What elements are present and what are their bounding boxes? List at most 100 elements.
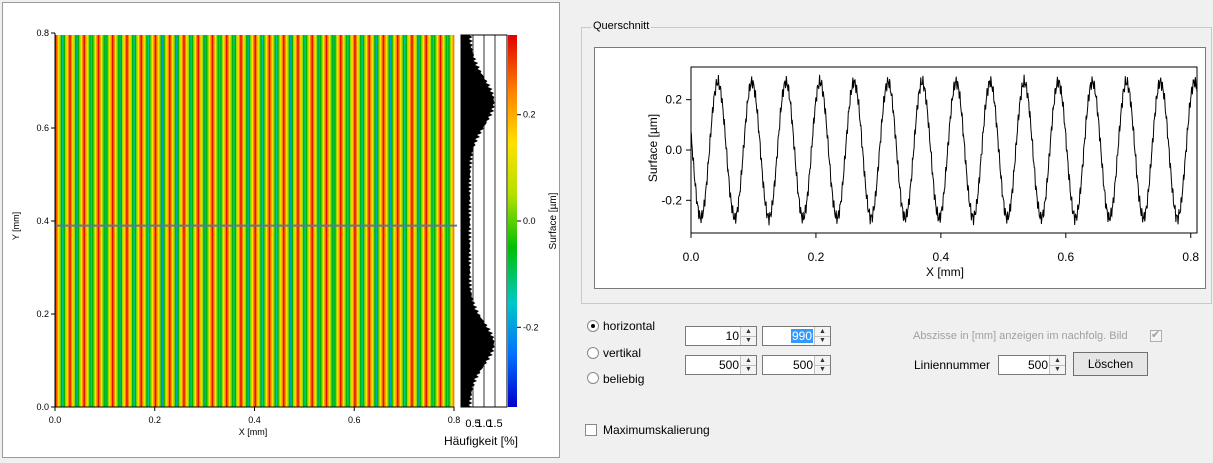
x-tick-label: 0.0 (49, 415, 62, 425)
surface-stripe-segment (444, 35, 446, 407)
surface-stripe-segment (388, 35, 391, 407)
loeschen-button[interactable]: Löschen (1073, 352, 1148, 376)
surface-stripe-segment (277, 35, 280, 407)
liniennummer-value[interactable]: 500 (1027, 358, 1048, 372)
surface-stripe-segment (196, 35, 198, 407)
spin-arrows[interactable]: ▲ ▼ (814, 356, 830, 374)
surface-valley-mark (318, 35, 320, 407)
surface-stripe-segment (429, 35, 432, 407)
radio-beliebig[interactable] (587, 372, 599, 384)
surface-stripe-segment (127, 35, 130, 407)
surface-stripe-segment (92, 35, 94, 407)
surface-stripe-segment (359, 35, 362, 407)
surface-stripe-segment (395, 35, 398, 407)
surface-stripe-segment (146, 35, 149, 407)
surface-stripe-segment (130, 35, 133, 407)
maximumskalierung-checkbox[interactable] (585, 424, 597, 436)
colorbar-tick-label: 0.2 (523, 110, 536, 120)
radio-horizontal-label[interactable]: horizontal (603, 319, 656, 333)
spin-end-x-value[interactable]: 990 (790, 329, 813, 343)
radio-horizontal[interactable] (587, 320, 599, 332)
surface-stripe-segment (362, 35, 365, 407)
surface-stripe-segment (141, 35, 144, 407)
cs-y-tick-labels: 0.2 0.0 -0.2 (661, 93, 691, 207)
surface-stripe-segment (320, 35, 322, 407)
cs-y-tick-label: 0.0 (665, 143, 682, 157)
surface-stripe-segment (253, 35, 255, 407)
surface-stripe-segment (156, 35, 159, 407)
liniennummer-spin[interactable]: 500 ▲ ▼ (998, 355, 1066, 375)
y-tick-label: 0.8 (36, 28, 49, 38)
abszisse-checkbox[interactable]: ✔ (1150, 329, 1162, 342)
spin-start-x[interactable]: 10 ▲ ▼ (685, 326, 757, 346)
surface-stripe-segment (234, 35, 237, 407)
cs-y-axis-label: Surface [µm] (646, 114, 660, 182)
surface-stripe-segment (188, 35, 191, 407)
surface-stripe-segment (97, 35, 100, 407)
radio-vertikal-label[interactable]: vertikal (603, 346, 642, 360)
x-tick-label: 0.6 (348, 415, 361, 425)
surface-stripe-segment (106, 35, 109, 407)
surface-valley-mark (418, 35, 420, 407)
surface-stripe-segment (278, 35, 281, 407)
surface-stripe-segment (291, 35, 294, 407)
surface-stripe-segment (200, 35, 203, 407)
surface-stripe-segment (144, 35, 147, 407)
spin-end-x[interactable]: 990 ▲ ▼ (762, 326, 831, 346)
surface-stripe-segment (354, 35, 357, 407)
surface-stripe-segment (295, 35, 298, 407)
spin-arrows[interactable]: ▲ ▼ (740, 356, 756, 374)
radio-beliebig-label[interactable]: beliebig (603, 372, 645, 386)
profile-line (690, 74, 1198, 226)
surface-stripe-segment (263, 35, 265, 407)
surface-stripe-segment (397, 35, 399, 407)
maximumskalierung-label[interactable]: Maximumskalierung (603, 423, 710, 437)
surface-stripe-segment (63, 35, 66, 407)
spin-arrows[interactable]: ▲ ▼ (740, 327, 756, 345)
spin-arrows[interactable]: ▲ ▼ (1049, 356, 1065, 374)
surface-stripe-segment (358, 35, 361, 407)
surface-stripe-segment (112, 35, 114, 407)
surface-stripe-segment (79, 35, 82, 407)
abszisse-label: Abszisse in [mm] anzeigen im nachfolg. B… (913, 330, 1128, 342)
spin-start-x-value[interactable]: 10 (725, 329, 739, 343)
spin-start-y[interactable]: 500 ▲ ▼ (685, 355, 757, 375)
surface-stripe-segment (335, 35, 338, 407)
colorbar-tick-labels: 0.2 0.0 -0.2 (517, 110, 539, 332)
spin-start-y-value[interactable]: 500 (718, 358, 739, 372)
surface-stripe-segment (438, 35, 441, 407)
surface-stripe-segment (315, 35, 318, 407)
surface-valley-mark (247, 35, 249, 407)
surface-stripe-segment (197, 35, 200, 407)
surface-stripe-segment (163, 35, 166, 407)
surface-stripe-segment (174, 35, 177, 407)
surface-stripe-segment (251, 35, 254, 407)
surface-map-image[interactable] (55, 35, 455, 407)
surface-stripe-segment (248, 35, 251, 407)
spin-end-y-value[interactable]: 500 (792, 358, 813, 372)
surface-stripe-segment (401, 35, 404, 407)
surface-stripe-segment (406, 35, 409, 407)
surface-stripe-segment (254, 35, 257, 407)
surface-stripe-segment (357, 35, 359, 407)
surface-stripe-segment (392, 35, 395, 407)
surface-stripe-segment (240, 35, 243, 407)
radio-vertikal[interactable] (587, 347, 599, 359)
colorbar (508, 35, 517, 407)
cs-y-tick-label: -0.2 (661, 193, 682, 207)
surface-stripe-segment (94, 35, 97, 407)
surface-stripe-segment (368, 35, 371, 407)
surface-stripe-segment (206, 35, 208, 407)
surface-stripe-segment (90, 35, 93, 407)
surface-stripe-segment (150, 35, 153, 407)
spin-end-y[interactable]: 500 ▲ ▼ (762, 355, 831, 375)
x-tick-label: 0.2 (148, 415, 161, 425)
surface-stripe-segment (178, 35, 181, 407)
histogram-label: Häufigkeit [%] (444, 434, 518, 448)
y-tick-label: 0.2 (36, 309, 49, 319)
surface-stripe-segment (428, 35, 431, 407)
surface-stripe-segment (402, 35, 405, 407)
spin-arrows[interactable]: ▲ ▼ (814, 327, 830, 345)
surface-stripe-segment (183, 35, 186, 407)
surface-stripe-segment (235, 35, 238, 407)
